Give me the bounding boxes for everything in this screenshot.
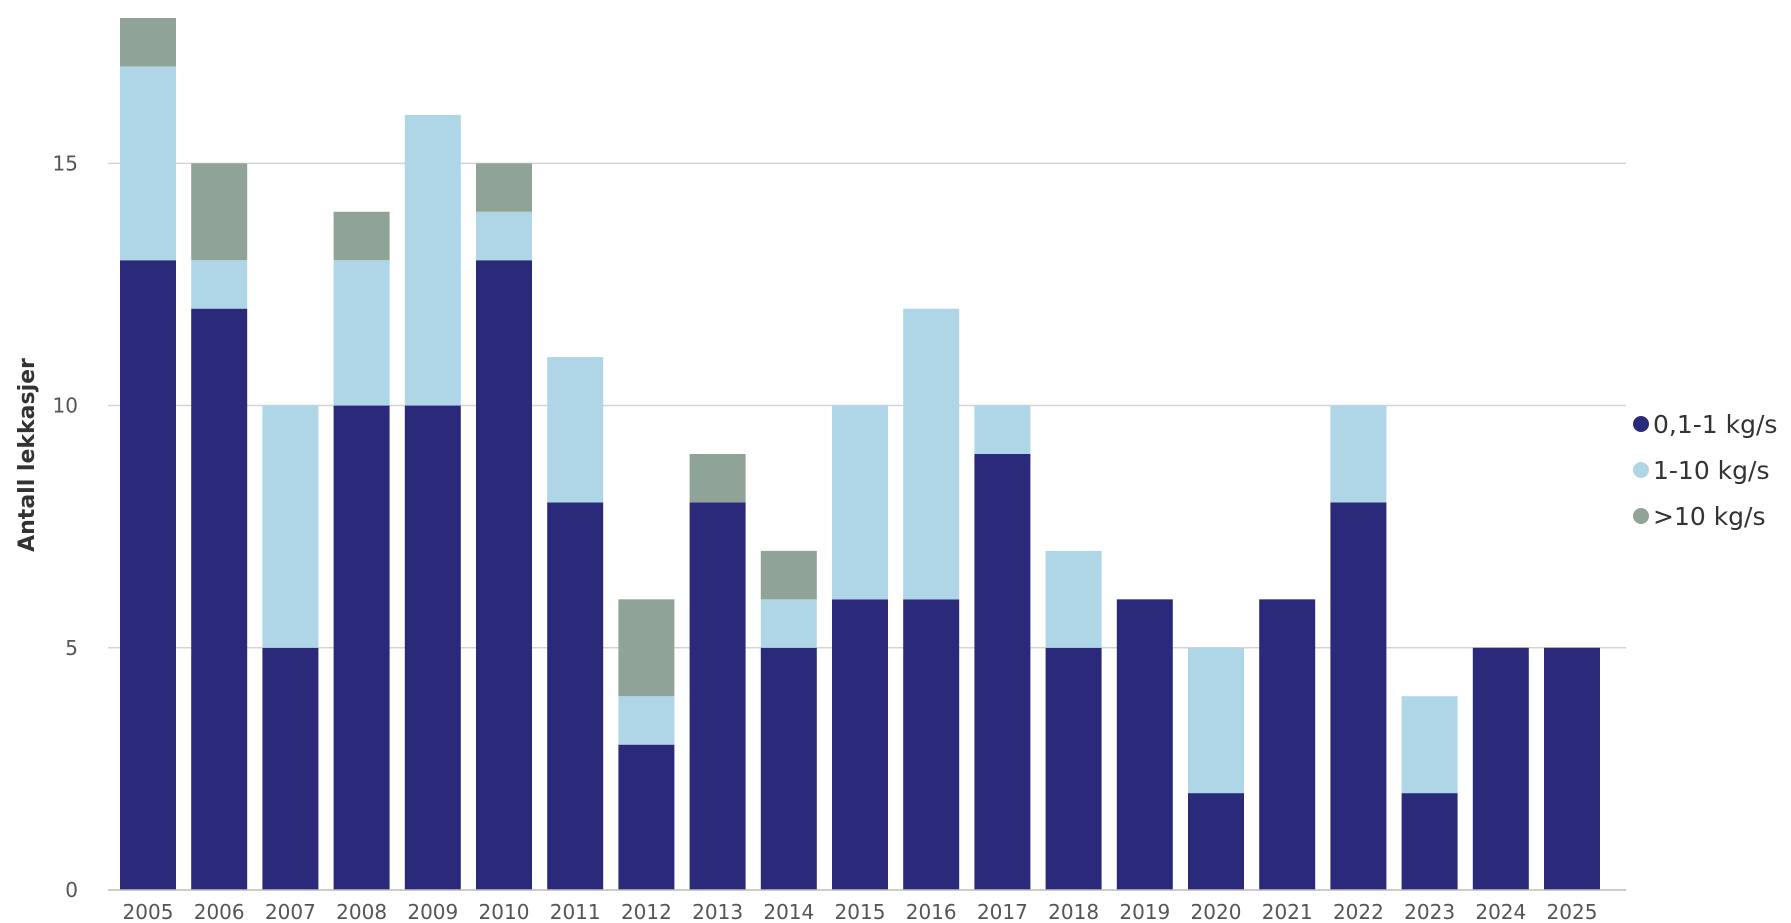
bars bbox=[120, 18, 1600, 890]
x-tick-label: 2022 bbox=[1333, 900, 1384, 923]
bar-segment bbox=[476, 260, 532, 890]
bar-segment bbox=[832, 599, 888, 890]
x-tick-label: 2024 bbox=[1475, 900, 1526, 923]
bar-segment bbox=[262, 406, 318, 648]
x-tick-label: 2023 bbox=[1404, 900, 1455, 923]
bar-segment bbox=[618, 696, 674, 744]
x-tick-label: 2020 bbox=[1191, 900, 1242, 923]
legend-marker bbox=[1633, 416, 1649, 432]
legend-label: 0,1-1 kg/s bbox=[1653, 410, 1777, 439]
bar-segment bbox=[120, 260, 176, 890]
bar-segment bbox=[191, 163, 247, 260]
x-tick-label: 2009 bbox=[407, 900, 458, 923]
bar-segment bbox=[690, 454, 746, 502]
y-tick-label: 15 bbox=[53, 151, 78, 175]
bar-segment bbox=[1473, 648, 1529, 890]
bar-segment bbox=[120, 18, 176, 66]
bar-segment bbox=[761, 648, 817, 890]
bar-segment bbox=[1046, 551, 1102, 648]
legend-marker bbox=[1633, 462, 1649, 478]
x-tick-label: 2010 bbox=[479, 900, 530, 923]
bar-segment bbox=[761, 599, 817, 647]
bar-segment bbox=[974, 454, 1030, 890]
x-tick-label: 2013 bbox=[692, 900, 743, 923]
y-tick-label: 10 bbox=[53, 394, 78, 418]
bar-segment bbox=[476, 212, 532, 260]
y-tick-label: 5 bbox=[65, 636, 78, 660]
bar-segment bbox=[690, 502, 746, 890]
x-tick-label: 2021 bbox=[1262, 900, 1313, 923]
bar-segment bbox=[903, 309, 959, 600]
x-tick-label: 2008 bbox=[336, 900, 387, 923]
bar-segment bbox=[262, 648, 318, 890]
bar-segment bbox=[974, 406, 1030, 454]
x-axis-ticks: 2005 2006 2007 2008 2009 2010 2011 2012 2013 2014… bbox=[123, 900, 1598, 923]
x-tick-label: 2025 bbox=[1547, 900, 1598, 923]
bar-segment bbox=[618, 599, 674, 696]
bar-segment bbox=[1046, 648, 1102, 890]
bar-segment bbox=[191, 309, 247, 890]
bar-segment bbox=[903, 599, 959, 890]
legend-label: >10 kg/s bbox=[1653, 502, 1766, 531]
x-tick-label: 2019 bbox=[1119, 900, 1170, 923]
y-axis-ticks: 0 5 10 15 bbox=[53, 151, 78, 902]
bar-segment bbox=[1330, 406, 1386, 503]
y-axis-label: Antall lekkasjer bbox=[15, 358, 40, 552]
bar-segment bbox=[618, 745, 674, 890]
x-tick-label: 2006 bbox=[194, 900, 245, 923]
bar-segment bbox=[832, 406, 888, 600]
bar-segment bbox=[405, 115, 461, 406]
bar-segment bbox=[405, 406, 461, 890]
y-tick-label: 0 bbox=[65, 878, 78, 902]
bar-segment bbox=[334, 212, 390, 260]
bar-segment bbox=[1544, 648, 1600, 890]
x-tick-label: 2015 bbox=[835, 900, 886, 923]
bar-segment bbox=[1402, 696, 1458, 793]
x-tick-label: 2007 bbox=[265, 900, 316, 923]
x-tick-label: 2017 bbox=[977, 900, 1028, 923]
bar-segment bbox=[1188, 793, 1244, 890]
legend-label: 1-10 kg/s bbox=[1653, 456, 1769, 485]
bar-segment bbox=[761, 551, 817, 599]
legend: 0,1-1 kg/s 1-10 kg/s >10 kg/s bbox=[1633, 410, 1777, 531]
bar-segment bbox=[547, 357, 603, 502]
bar-segment bbox=[1188, 648, 1244, 793]
x-tick-label: 2016 bbox=[906, 900, 957, 923]
x-tick-label: 2018 bbox=[1048, 900, 1099, 923]
bar-segment bbox=[1117, 599, 1173, 890]
x-tick-label: 2011 bbox=[550, 900, 601, 923]
bar-segment bbox=[334, 406, 390, 890]
x-tick-label: 2005 bbox=[123, 900, 174, 923]
bar-segment bbox=[547, 502, 603, 890]
bar-segment bbox=[476, 163, 532, 211]
bar-segment bbox=[334, 260, 390, 405]
x-tick-label: 2014 bbox=[763, 900, 814, 923]
x-tick-label: 2012 bbox=[621, 900, 672, 923]
bar-segment bbox=[120, 66, 176, 260]
bar-segment bbox=[1259, 599, 1315, 890]
bar-segment bbox=[1402, 793, 1458, 890]
legend-marker bbox=[1633, 508, 1649, 524]
bar-segment bbox=[1330, 502, 1386, 890]
bar-segment bbox=[191, 260, 247, 308]
